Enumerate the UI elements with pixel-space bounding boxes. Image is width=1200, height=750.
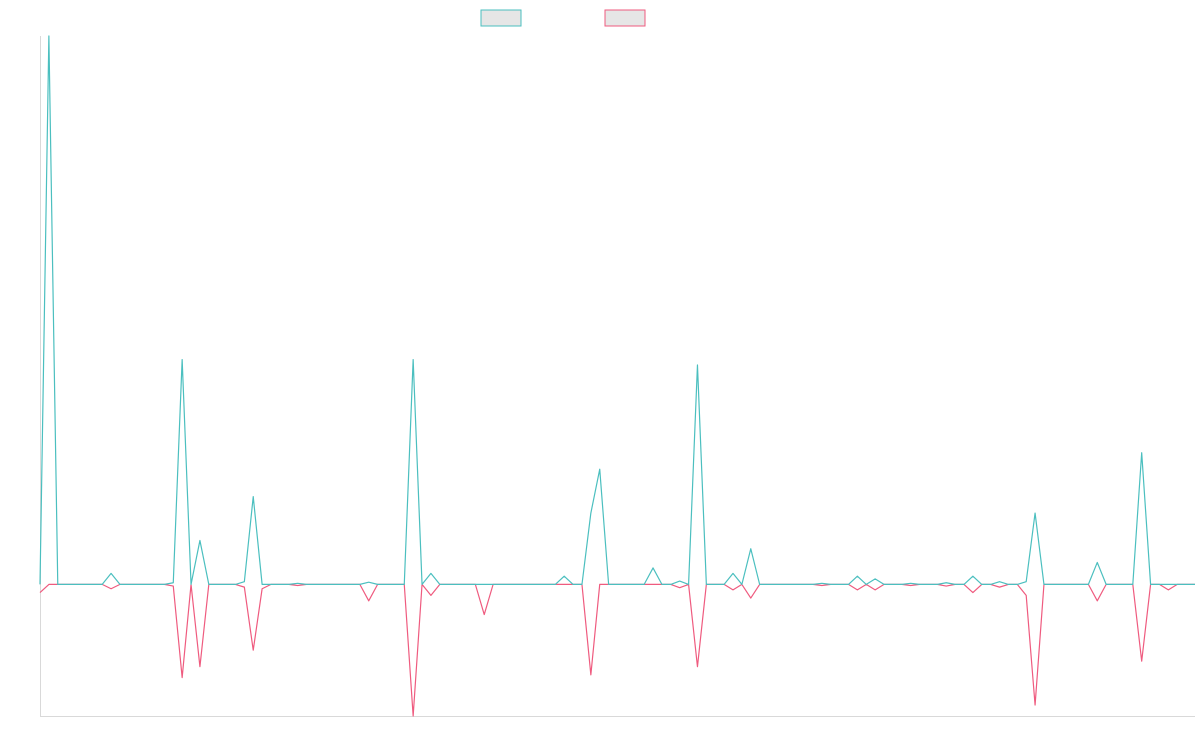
series-a-line[interactable] [39, 35, 1195, 585]
legend-swatch-series-b[interactable] [604, 9, 646, 27]
legend [480, 9, 646, 27]
legend-swatch-series-a[interactable] [480, 9, 522, 27]
series-layer [39, 35, 1195, 717]
axes [40, 36, 1195, 717]
series-b-line[interactable] [39, 583, 1195, 717]
